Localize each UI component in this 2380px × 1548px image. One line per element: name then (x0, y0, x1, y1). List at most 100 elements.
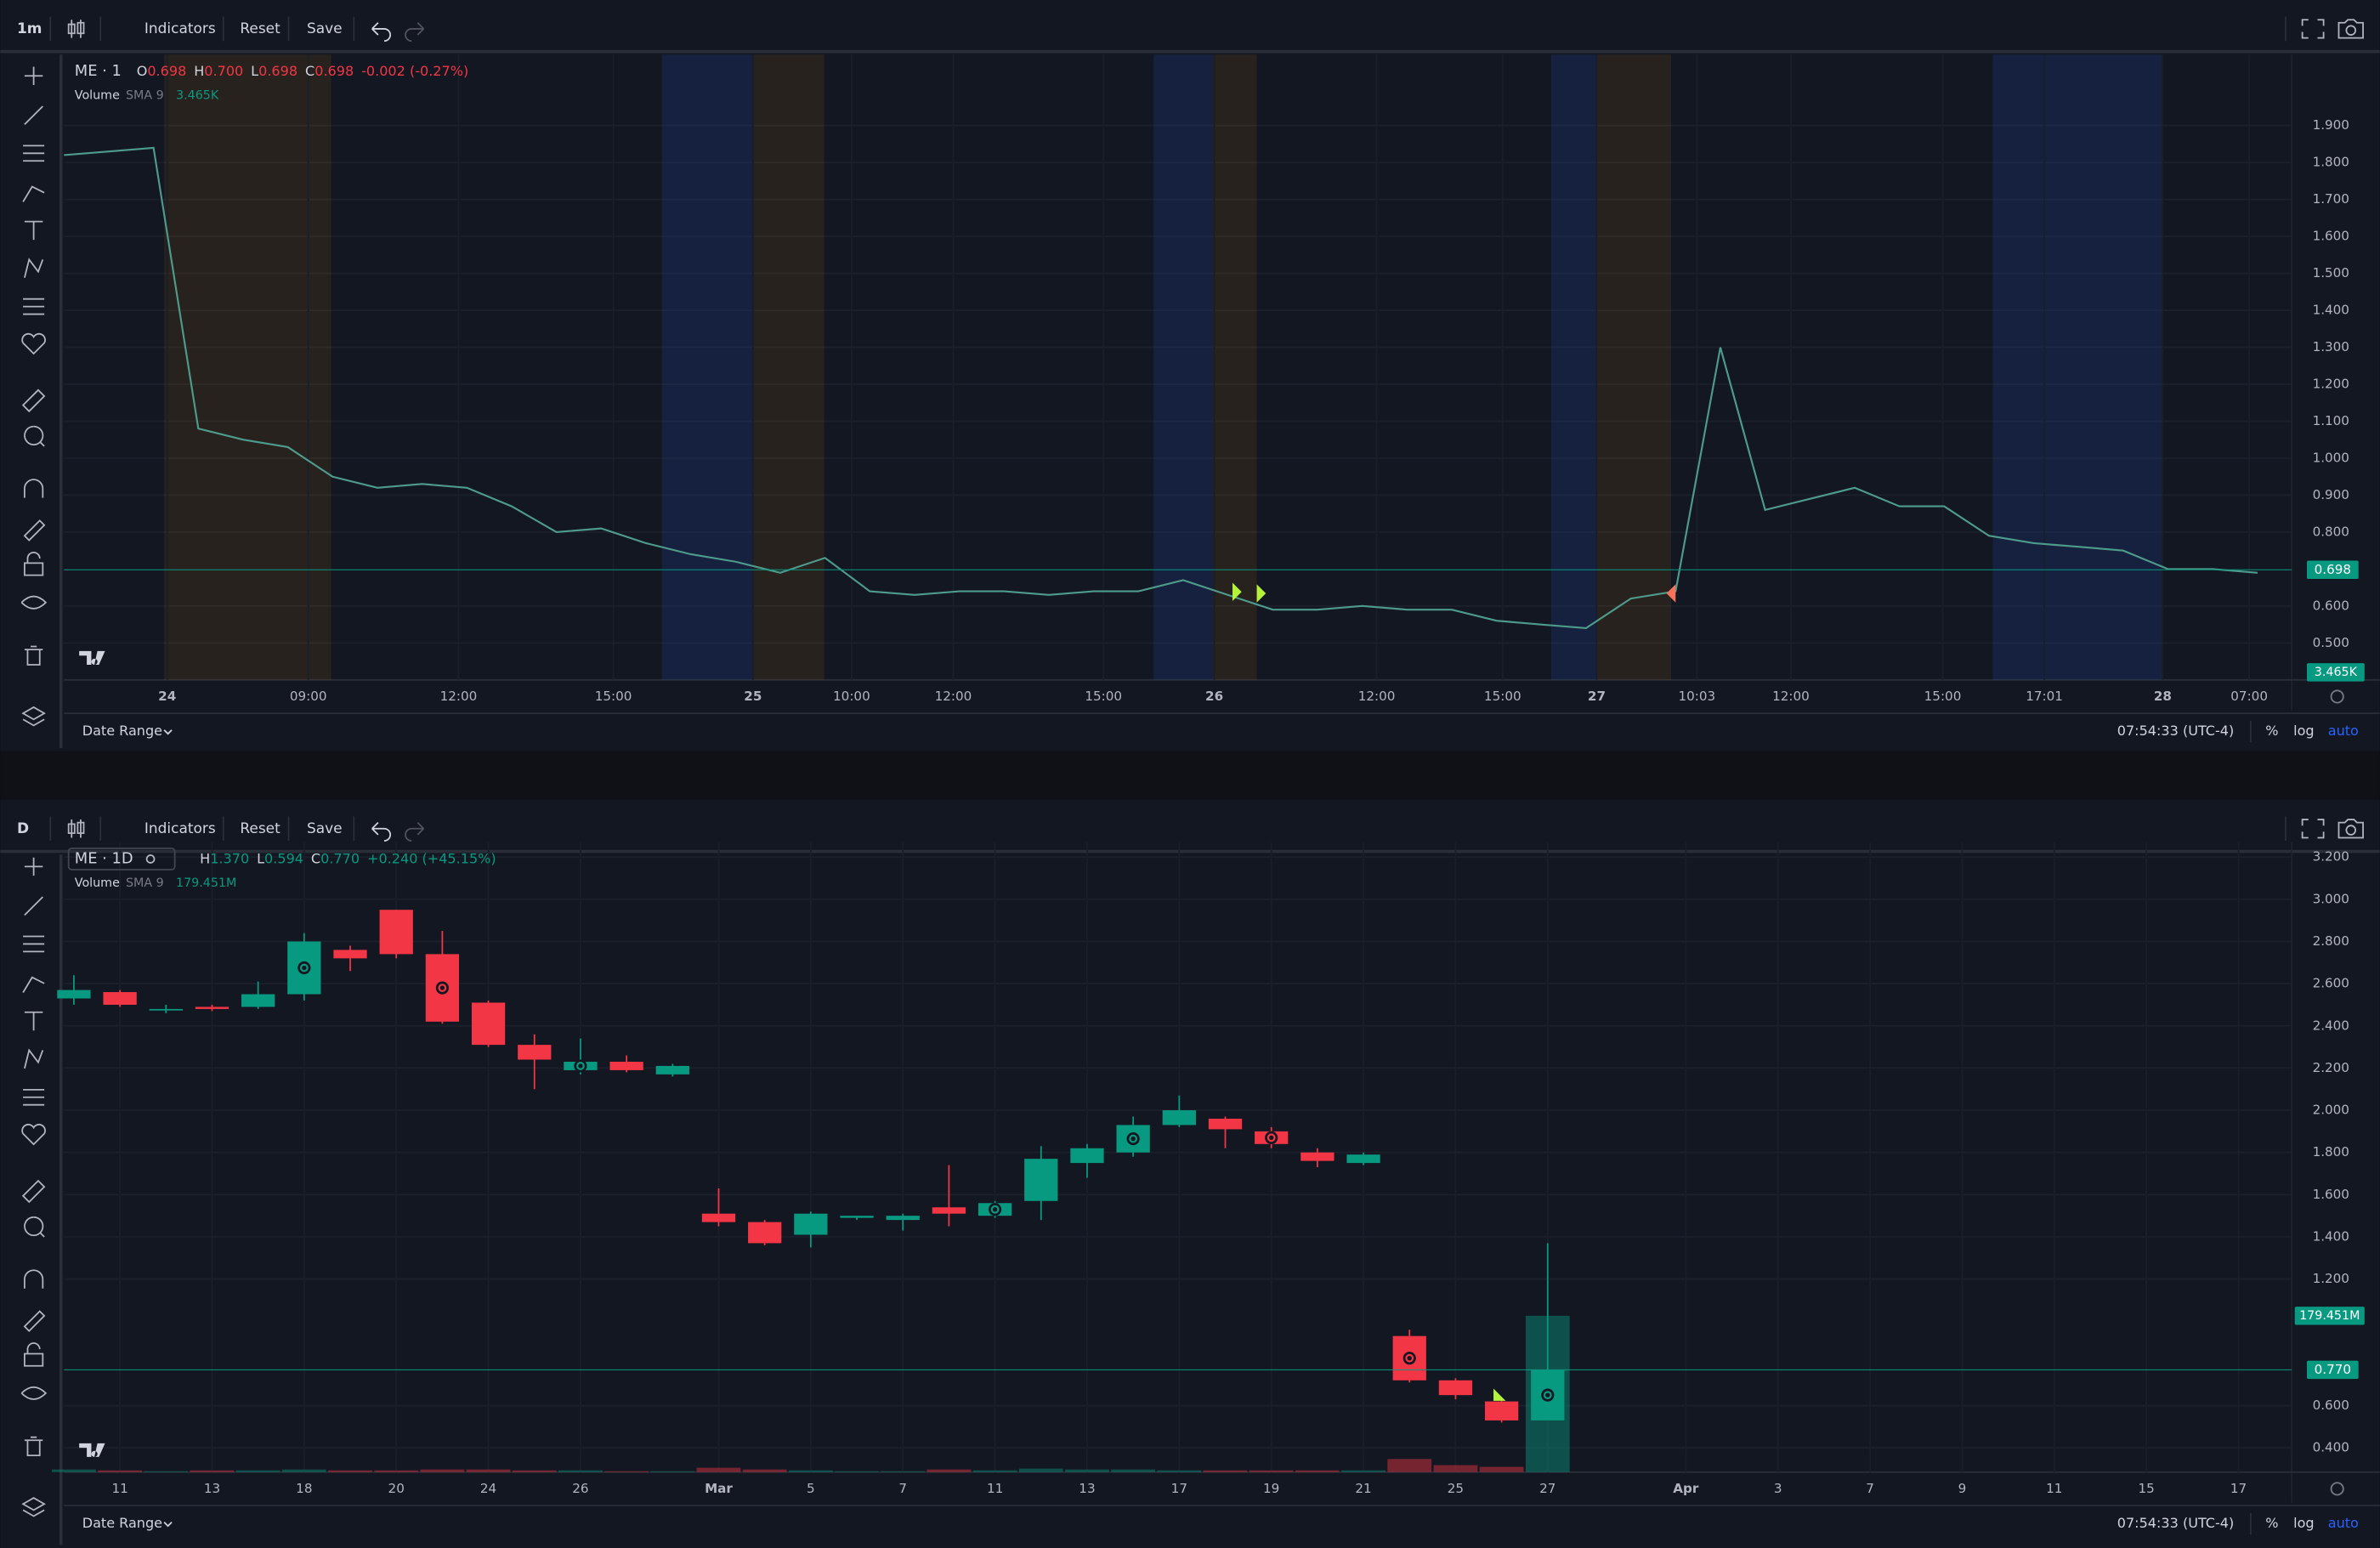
legend-sma-value: 3.465K (176, 88, 219, 102)
drawing-tool[interactable] (24, 1011, 43, 1031)
interval-button[interactable]: 1m (17, 20, 42, 37)
drawing-tool[interactable] (24, 1216, 45, 1238)
drawing-tool[interactable] (24, 220, 43, 241)
y-tick-label: 0.800 (2313, 524, 2349, 539)
drawing-tool[interactable] (24, 258, 44, 278)
date-range-caret (163, 1522, 173, 1528)
drawing-tool[interactable] (21, 332, 46, 355)
volume-tag-label: 179.451M (2299, 1309, 2360, 1323)
undo-button[interactable] (371, 22, 391, 43)
fullscreen-button[interactable] (2301, 819, 2325, 839)
chart-type-icon[interactable] (67, 819, 85, 838)
drawing-tool[interactable] (23, 1088, 45, 1106)
drawing-tool[interactable] (23, 935, 45, 953)
drawing-tool[interactable] (24, 425, 45, 447)
x-tick-label: 17 (2230, 1481, 2247, 1496)
x-tick-label: 7 (898, 1481, 907, 1496)
candle-body (1162, 1110, 1196, 1126)
percent-toggle[interactable]: % (2265, 1515, 2278, 1531)
interval-button[interactable]: D (17, 819, 29, 836)
axis-settings[interactable] (2330, 689, 2344, 704)
candle-body (701, 1213, 736, 1222)
date-range-button[interactable]: Date Range (82, 723, 162, 739)
drawing-tool[interactable] (21, 1497, 46, 1517)
legend-change: +0.240 (+45.15%) (367, 850, 496, 866)
x-tick-label: 13 (204, 1481, 220, 1496)
auto-toggle[interactable]: auto (2328, 1515, 2359, 1531)
drawing-tool[interactable] (22, 185, 45, 202)
log-toggle[interactable]: log (2293, 723, 2314, 739)
reset-button[interactable]: Reset (240, 819, 280, 836)
drawing-tool[interactable] (24, 1342, 44, 1367)
save-button[interactable]: Save (307, 819, 343, 836)
drawing-tool[interactable] (21, 388, 46, 413)
drawing-tool[interactable] (20, 595, 48, 610)
drawing-tool[interactable] (24, 66, 43, 85)
save-button[interactable]: Save (307, 20, 343, 37)
visibility-icon[interactable] (145, 854, 156, 864)
x-tick-label: 07:00 (2230, 689, 2268, 704)
snapshot-button[interactable] (2338, 19, 2364, 39)
log-toggle[interactable]: log (2293, 1515, 2314, 1531)
drawing-tool[interactable] (23, 519, 46, 542)
drawing-tool[interactable] (24, 1269, 44, 1289)
drawing-tool[interactable] (24, 1048, 44, 1069)
candle-body (886, 1216, 920, 1221)
drawing-tool[interactable] (20, 1386, 48, 1400)
drawing-tool[interactable] (21, 706, 46, 727)
drawing-tool[interactable] (24, 857, 43, 876)
tv-logo (79, 1443, 105, 1457)
event-dot (992, 1207, 998, 1212)
redo-button[interactable] (405, 821, 425, 842)
redo-button[interactable] (405, 22, 425, 43)
volume-bar (1203, 1470, 1248, 1472)
x-tick-label: 7 (1866, 1481, 1874, 1496)
drawing-tool[interactable] (24, 896, 43, 916)
candle-body (794, 1213, 828, 1235)
auto-toggle[interactable]: auto (2328, 723, 2359, 739)
date-range-button[interactable]: Date Range (82, 1515, 162, 1531)
y-tick-label: 1.000 (2313, 450, 2349, 465)
drawing-tool[interactable] (23, 1310, 46, 1332)
volume-bar (604, 1471, 649, 1472)
drawing-tool[interactable] (22, 976, 45, 994)
indicators-button[interactable]: Indicators (144, 819, 216, 836)
percent-toggle[interactable]: % (2265, 723, 2278, 739)
chart-type-icon[interactable] (67, 20, 85, 38)
fullscreen-button[interactable] (2301, 19, 2325, 39)
panel-bg (0, 799, 2380, 1548)
event-marker (989, 1203, 1002, 1216)
x-tick-label: 5 (807, 1481, 815, 1496)
axis-settings[interactable] (2330, 1482, 2344, 1496)
drawing-tool[interactable] (24, 105, 43, 126)
drawing-tool[interactable] (23, 145, 45, 162)
x-tick-label: 11 (2046, 1481, 2062, 1496)
legend-label: C (305, 62, 314, 78)
clock: 07:54:33 (UTC-4) (2117, 1515, 2235, 1531)
volume-bar (1479, 1466, 1524, 1472)
y-tick-label: 2.200 (2313, 1060, 2349, 1075)
indicators-button[interactable]: Indicators (144, 20, 216, 37)
last-price-tag (2306, 560, 2359, 579)
drawing-tool[interactable] (24, 1436, 43, 1456)
drawing-tool[interactable] (24, 552, 44, 576)
x-tick-label: 17:01 (2026, 689, 2063, 704)
drawing-tool[interactable] (21, 1179, 46, 1204)
y-tick-label: 1.500 (2313, 265, 2349, 281)
drawing-tool[interactable] (23, 298, 45, 315)
session-band (1992, 54, 2163, 680)
y-tick-label: 0.500 (2313, 635, 2349, 650)
event-marker (435, 981, 449, 995)
snapshot-button[interactable] (2338, 819, 2364, 839)
drawing-tool[interactable] (24, 479, 44, 498)
top-chart: 1mIndicatorsIndicatorsResetSave1.9001.80… (0, 0, 2380, 751)
drawing-tool[interactable] (21, 1123, 46, 1146)
volume-bar (420, 1469, 465, 1472)
candle-body (1024, 1159, 1058, 1201)
drawing-tool[interactable] (24, 645, 43, 666)
undo-button[interactable] (371, 821, 391, 842)
reset-button[interactable]: Reset (240, 20, 280, 37)
x-tick-label: 11 (987, 1481, 1003, 1496)
y-tick-label: 2.800 (2313, 933, 2349, 949)
volume-bar (972, 1470, 1017, 1472)
